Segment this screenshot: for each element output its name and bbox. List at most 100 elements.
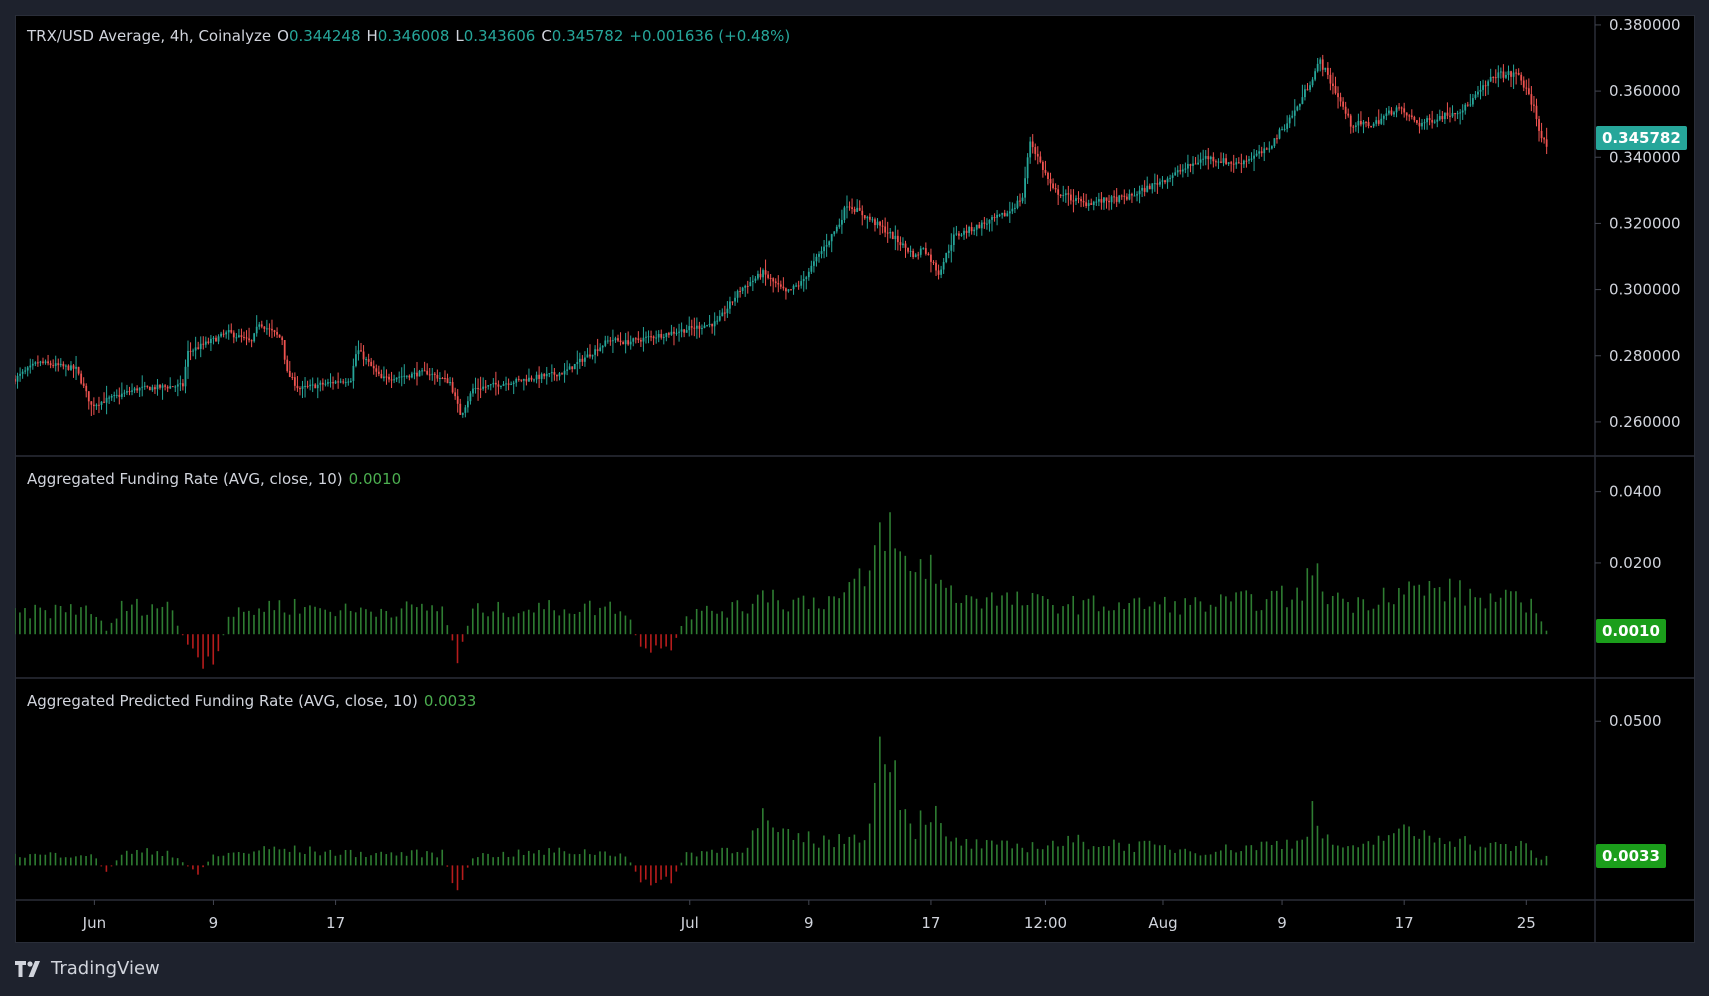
price-candle — [438, 378, 441, 380]
price-candle — [1136, 194, 1138, 196]
price-candle — [678, 331, 680, 333]
low-label: L — [455, 27, 464, 45]
rate-bar — [975, 598, 978, 635]
rate-bar — [1113, 839, 1115, 866]
price-candle — [1377, 120, 1380, 124]
price-candle — [444, 378, 446, 380]
price-candle — [1533, 104, 1535, 106]
rate-bar — [324, 851, 327, 866]
rate-bar — [1225, 596, 1227, 635]
rate-bar — [1148, 840, 1151, 866]
price-candle — [161, 385, 164, 388]
price-candle — [1123, 195, 1126, 197]
rate-bar — [441, 606, 444, 635]
price-candle — [1375, 120, 1378, 124]
price-candle — [1082, 201, 1085, 203]
rate-bar — [1169, 849, 1171, 866]
rate-bar — [1230, 850, 1232, 866]
price-candle — [1047, 172, 1049, 179]
y-tick-label: 0.260000 — [1609, 413, 1681, 431]
price-candle — [431, 373, 434, 375]
funding-label[interactable]: Aggregated Funding Rate (AVG, close, 10) — [27, 470, 343, 488]
price-candle — [889, 231, 892, 234]
rate-bar — [1204, 611, 1207, 635]
rate-bar — [227, 616, 230, 635]
price-candle — [1538, 119, 1540, 131]
price-candle — [520, 379, 523, 381]
funding-axis[interactable]: 0.0400 0.0200 — [1595, 483, 1662, 572]
price-candle — [1194, 163, 1197, 165]
rate-bar — [1286, 839, 1288, 866]
rate-bar — [1337, 592, 1339, 635]
price-candle — [866, 216, 869, 219]
price-candle — [1227, 162, 1230, 164]
price-candle — [1090, 203, 1093, 206]
chart-canvas[interactable]: 0.380000 0.360000 0.340000 0.320000 0.300000… — [15, 15, 1695, 943]
price-candle — [1515, 72, 1518, 74]
rate-bar — [1265, 841, 1268, 866]
rate-bar — [1423, 830, 1426, 866]
rate-bar — [171, 610, 174, 635]
rate-bar — [1204, 854, 1207, 866]
rate-bar — [609, 601, 611, 635]
price-candle — [217, 336, 220, 342]
price-candle — [1242, 160, 1245, 165]
rate-bar — [253, 614, 255, 635]
price-candle — [1192, 163, 1194, 166]
rate-bar — [1484, 608, 1487, 635]
rate-bar — [685, 852, 688, 866]
rate-bar — [400, 852, 403, 866]
rate-bar — [721, 847, 723, 866]
price-candle — [746, 285, 749, 287]
rate-bar — [665, 865, 667, 877]
rate-bar — [700, 610, 703, 635]
symbol-label[interactable]: TRX/USD Average, 4h, Coinalyze — [27, 27, 272, 45]
price-candle — [253, 333, 256, 342]
rate-bar — [1530, 598, 1532, 635]
price-candle — [601, 345, 604, 348]
rate-bar — [655, 634, 657, 646]
rate-bar — [1108, 846, 1110, 866]
price-candle — [1352, 126, 1355, 128]
price-candle — [558, 373, 561, 377]
price-candle — [187, 350, 189, 367]
time-axis[interactable]: Jun 9 17 Jul 9 17 12:00 Aug 9 17 25 — [82, 900, 1536, 932]
rate-bar — [446, 625, 449, 635]
rate-bar — [141, 852, 143, 866]
price-candle — [235, 337, 238, 339]
rate-bar — [792, 599, 795, 635]
price-candle — [293, 377, 296, 386]
rate-bar — [171, 857, 174, 866]
rate-bar — [1097, 847, 1100, 866]
price-axis[interactable]: 0.380000 0.360000 0.340000 0.320000 0.300000… — [1595, 16, 1681, 431]
chart-frame[interactable] — [15, 15, 1695, 943]
price-candle — [899, 242, 902, 246]
price-candle — [1001, 212, 1004, 215]
price-legend: TRX/USD Average, 4h, Coinalyze O0.344248 H… — [27, 27, 796, 45]
price-candle — [339, 381, 342, 383]
rate-bar — [360, 607, 362, 635]
price-candle — [1433, 121, 1436, 123]
price-candle — [1451, 112, 1454, 117]
price-candle — [729, 301, 731, 309]
high-label: H — [366, 27, 378, 45]
rate-bar — [405, 601, 408, 635]
rate-bar — [1245, 590, 1248, 635]
rate-bar — [629, 619, 632, 635]
price-candle — [632, 338, 635, 342]
price-candle — [1250, 158, 1253, 160]
rate-bar — [283, 612, 286, 635]
predicted-axis[interactable]: 0.0500 — [1595, 712, 1662, 730]
rate-bar — [1092, 846, 1095, 866]
rate-bar — [955, 837, 957, 866]
rate-bar — [451, 865, 454, 884]
price-candle — [306, 385, 309, 387]
rate-bar — [711, 849, 713, 866]
price-candle — [64, 365, 67, 367]
price-candle — [1255, 153, 1258, 156]
predicted-label[interactable]: Aggregated Predicted Funding Rate (AVG, … — [27, 692, 418, 710]
price-candle — [731, 301, 734, 303]
rate-bar — [212, 634, 215, 665]
tradingview-logo[interactable]: TradingView — [15, 958, 160, 979]
rate-bar — [741, 852, 744, 866]
